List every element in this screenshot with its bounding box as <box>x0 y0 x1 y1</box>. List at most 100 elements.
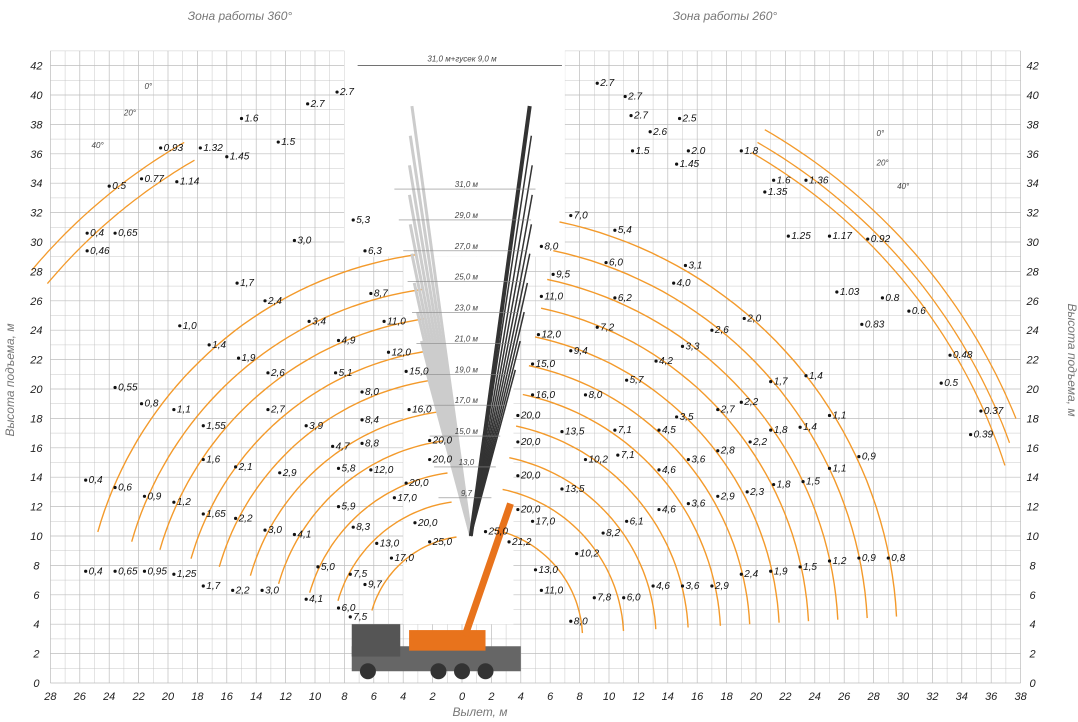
load-label-right-dot <box>539 244 543 249</box>
load-label-right: 7,8 <box>597 593 611 604</box>
load-label-right-dot <box>560 487 564 491</box>
jib-load-label-right: 2.7 <box>599 78 614 89</box>
jib-load-label-right: 0.48 <box>953 350 973 361</box>
load-label-left: 8,0 <box>365 387 379 398</box>
y-tick-label-left: 42 <box>30 61 42 73</box>
jib-load-label-left-dot <box>198 146 202 150</box>
load-label-right: 20,0 <box>520 410 541 421</box>
load-label-right-dot <box>748 440 752 444</box>
load-label-right: 21,2 <box>511 537 532 548</box>
y-tick-label-right: 4 <box>1030 619 1036 631</box>
load-label-left: 1,7 <box>240 278 254 289</box>
load-curve-right <box>502 488 625 631</box>
load-label-right-dot <box>827 413 832 418</box>
y-tick-label-right: 10 <box>1026 531 1039 543</box>
jib-load-label-right-dot <box>979 409 983 413</box>
jib-load-label-left-dot <box>107 184 111 188</box>
load-label-right-dot <box>613 228 617 232</box>
load-label-right: 7,1 <box>621 450 635 461</box>
y-tick-label-right: 20 <box>1025 384 1039 396</box>
x-tick-label: 4 <box>400 691 406 703</box>
jib-load-label-left-dot <box>85 231 89 235</box>
load-curve-left <box>309 472 448 593</box>
jib-load-label-right-dot <box>629 113 633 118</box>
load-label-right: 1,1 <box>833 410 847 421</box>
jib-load-label-right: 1.45 <box>680 159 700 170</box>
load-label-right: 13,5 <box>565 484 585 495</box>
load-label-left: 0,95 <box>147 566 167 577</box>
load-label-right-dot <box>769 380 773 384</box>
y-tick-label-left: 40 <box>30 90 43 102</box>
load-label-right-dot <box>569 619 573 623</box>
x-tick-label: 12 <box>279 691 291 703</box>
load-label-right: 4,5 <box>662 425 676 436</box>
load-label-left: 0,6 <box>118 482 132 493</box>
load-curve-left <box>337 501 452 601</box>
y-tick-label-right: 0 <box>1030 678 1037 690</box>
load-label-right: 1,8 <box>774 425 788 436</box>
load-label-right: 4,6 <box>656 581 670 592</box>
axes: 28 26 24 22 20 18 16 14 12 10 8 6 4 2 0 2 4 6 8 10 12 14 16 18 2… <box>29 61 1039 703</box>
jib-curve-right <box>751 152 1006 466</box>
y-tick-label-right: 40 <box>1026 90 1039 102</box>
load-label-left: 4,7 <box>336 441 350 452</box>
jib-load-label-left-dot <box>139 177 144 181</box>
y-tick-label-left: 32 <box>30 208 42 220</box>
x-tick-label: 2 <box>429 691 436 703</box>
jib-load-label-right-dot <box>648 130 652 134</box>
y-tick-label-left: 34 <box>30 178 42 190</box>
y-tick-label-left: 36 <box>30 149 43 161</box>
load-label-right-dot <box>651 584 655 588</box>
load-label-left: 12,0 <box>392 347 412 358</box>
x-tick-label: 26 <box>73 691 87 703</box>
load-label-right-dot <box>530 362 535 366</box>
load-label-right-dot <box>622 596 626 600</box>
load-label-left-dot <box>336 466 341 470</box>
load-label-left: 9,7 <box>368 580 382 591</box>
load-label-left: 3,0 <box>297 236 311 247</box>
load-label-left: 1,0 <box>183 321 197 332</box>
load-label-left: 3,9 <box>309 421 323 432</box>
load-curve-right <box>547 278 839 620</box>
boom-length-label: 17,0 м <box>455 396 479 405</box>
load-label-left: 1,55 <box>206 421 226 432</box>
boom-length-label: 23,0 м <box>454 304 479 313</box>
load-label-right: 13,0 <box>539 565 559 576</box>
load-label-right-dot <box>613 428 617 432</box>
load-label-right: 4,6 <box>662 505 676 516</box>
x-tick-label: 32 <box>926 691 938 703</box>
load-label-left: 4,1 <box>297 530 311 541</box>
load-label-left: 1,7 <box>206 581 220 592</box>
load-label-right-dot <box>710 584 714 588</box>
load-curve-right <box>534 336 780 623</box>
load-label-right: 13,5 <box>565 427 585 438</box>
boom-ghost-left <box>410 105 473 537</box>
boom-position-right <box>468 105 532 537</box>
load-label-right: 6,0 <box>627 593 641 604</box>
jib-load-label-left-dot <box>113 231 117 235</box>
load-label-left-dot <box>331 444 335 448</box>
load-label-left: 7,5 <box>353 612 367 623</box>
load-label-left-dot <box>139 402 144 406</box>
y-tick-label-right: 42 <box>1026 61 1038 73</box>
jib-load-label-right: 0.39 <box>974 430 994 441</box>
load-label-left-dot <box>172 407 176 412</box>
x-tick-label: 24 <box>102 691 115 703</box>
load-label-right-dot <box>657 428 661 432</box>
y-tick-label-right: 24 <box>1025 325 1038 337</box>
boom-length-label: 21,0 м <box>454 334 479 343</box>
load-label-left: 20,0 <box>432 435 453 446</box>
load-label-right: 1,5 <box>803 562 817 573</box>
y-tick-label-left: 28 <box>29 266 43 278</box>
load-label-right-dot <box>801 480 805 484</box>
load-label-right: 0,9 <box>862 553 876 564</box>
load-label-left: 3,0 <box>268 525 282 536</box>
load-label-right: 11,0 <box>544 585 563 596</box>
load-label-right-dot <box>886 556 890 560</box>
load-label-left: 25,0 <box>432 537 453 548</box>
load-label-left-dot <box>386 350 391 354</box>
jib-load-label-right-dot <box>866 237 870 241</box>
y-tick-label-left: 10 <box>30 531 43 543</box>
load-label-left-dot <box>201 424 205 428</box>
